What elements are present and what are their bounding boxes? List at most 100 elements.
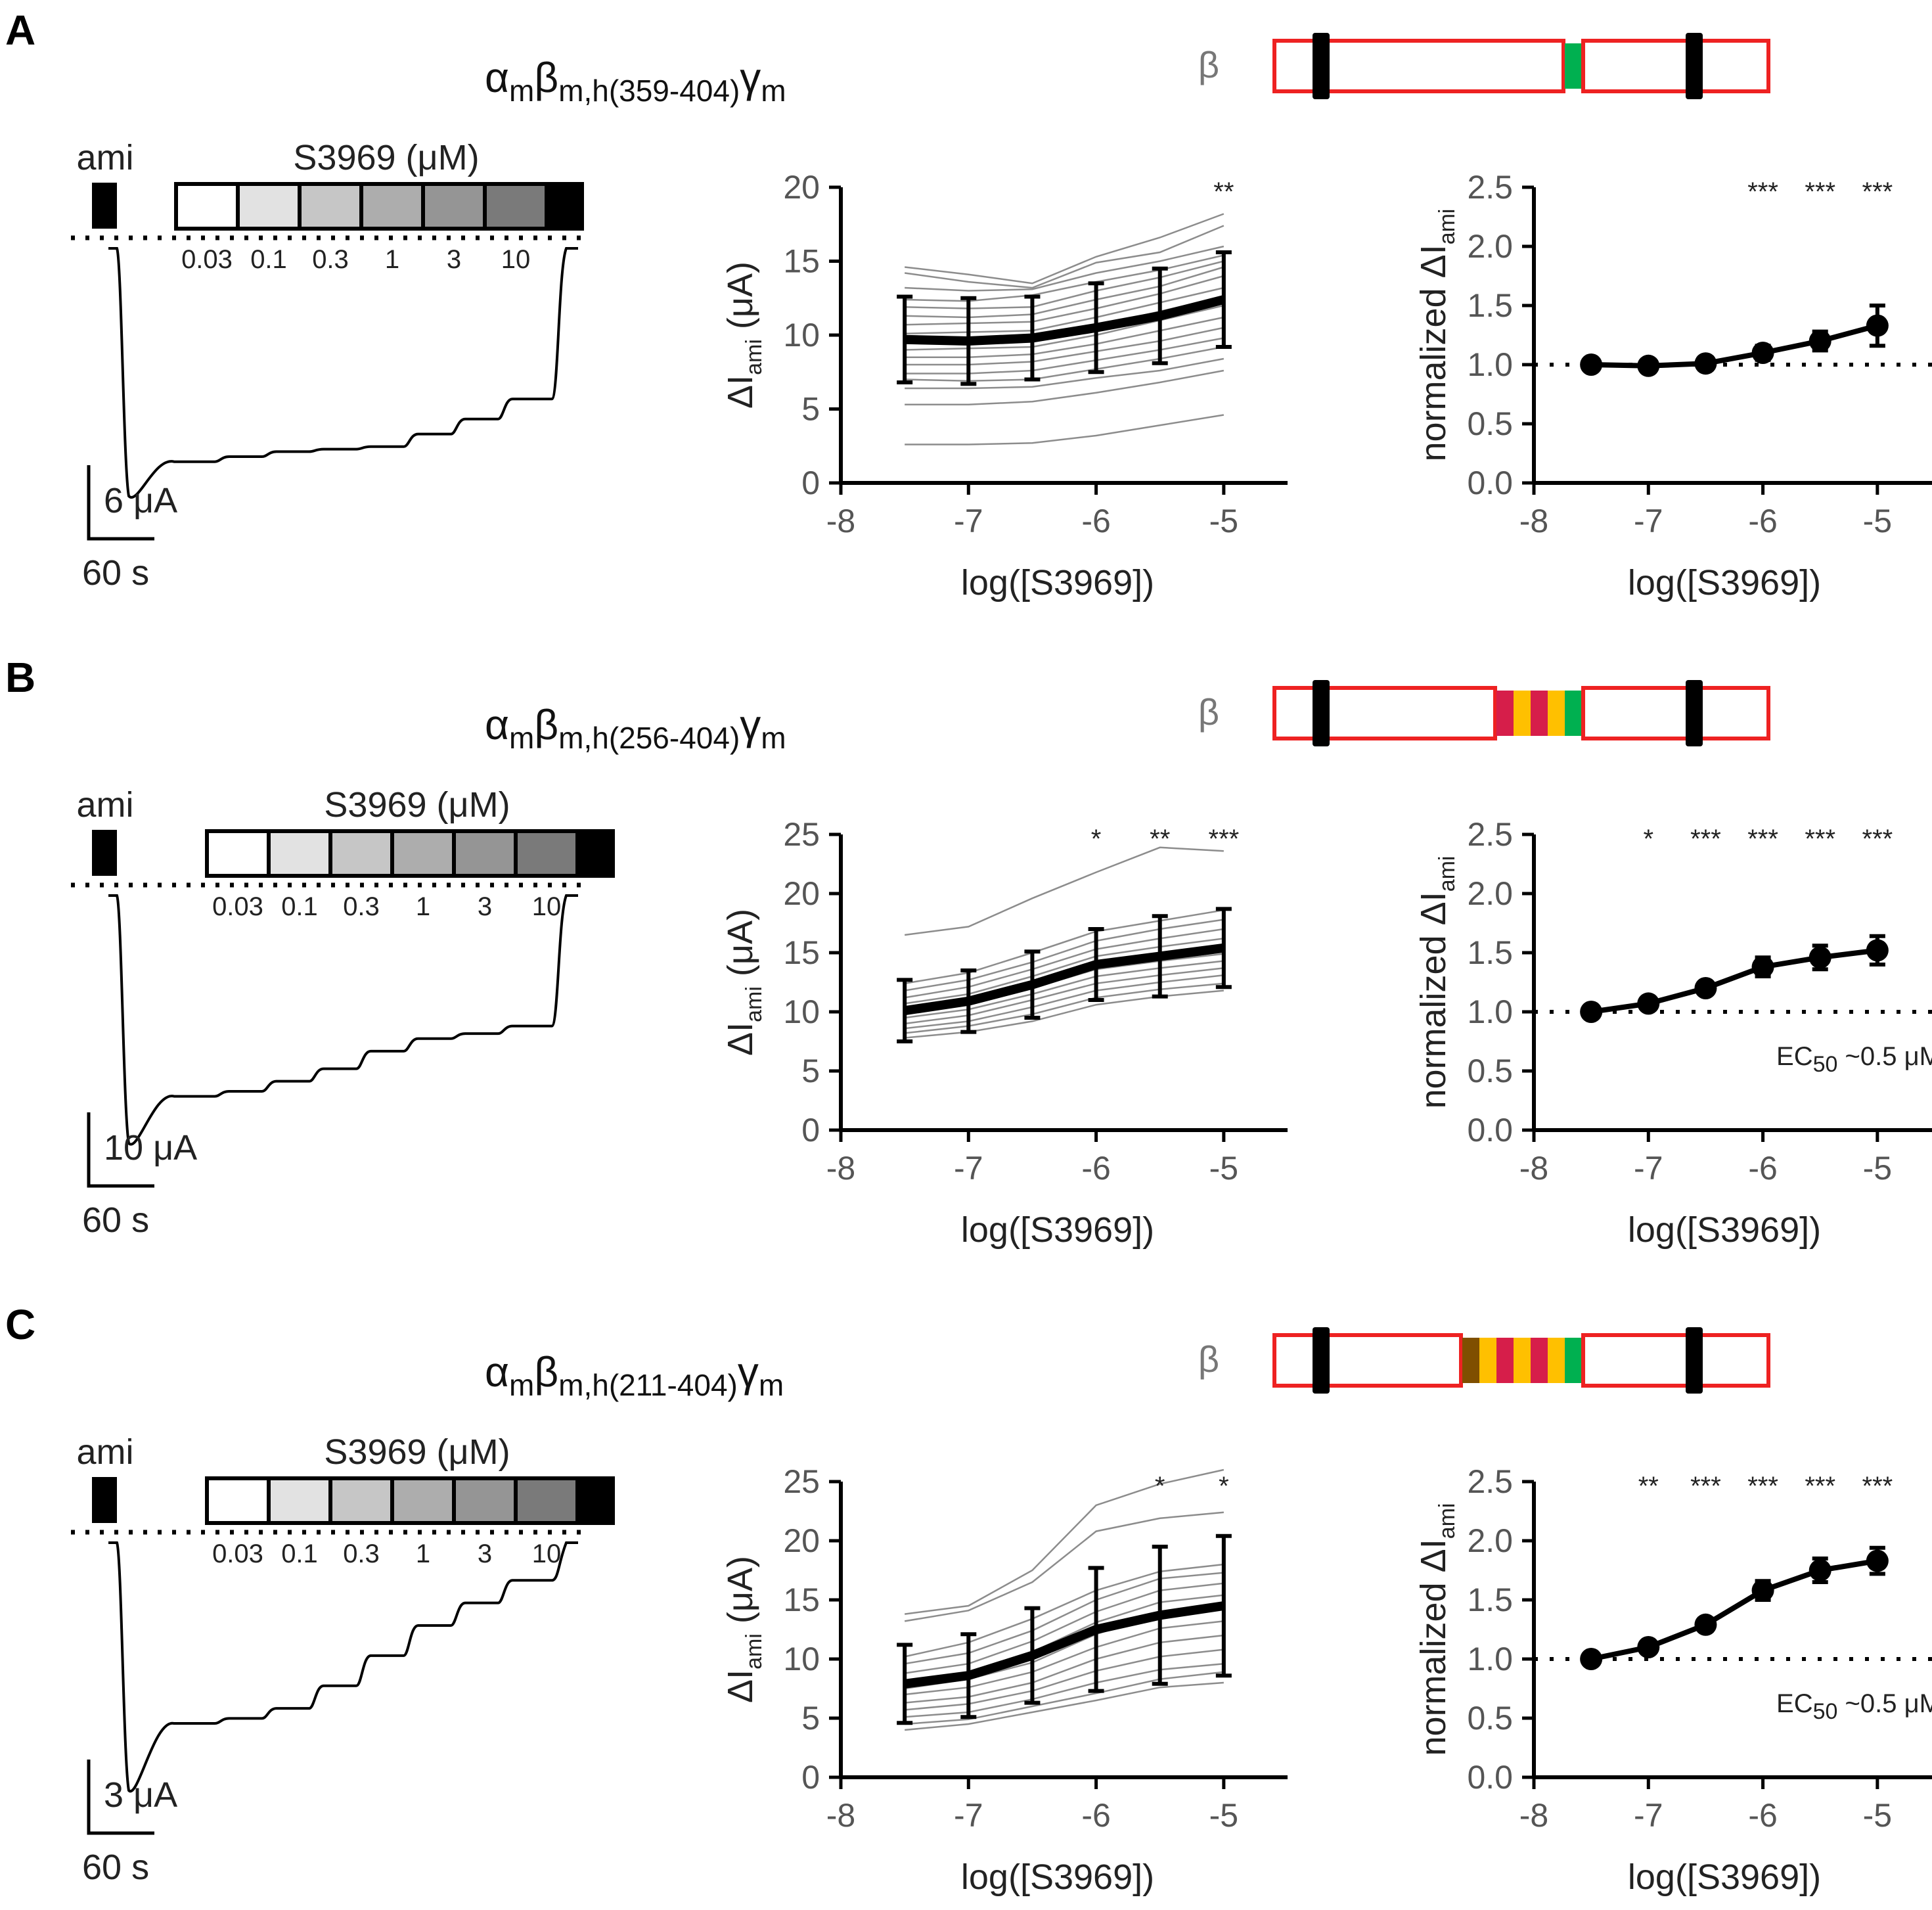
beta-construct-diagram: β [1198, 1327, 1770, 1394]
construct-title: αmβm,h(256-404)γm [485, 701, 786, 755]
y-tick-label: 2.0 [1467, 875, 1513, 912]
significance-marker: *** [1690, 1472, 1721, 1501]
individual-series-line [905, 1620, 1224, 1696]
individual-series-line [904, 919, 1224, 991]
x-tick-label: -5 [1209, 1150, 1238, 1187]
s3969-label: S3969 (μM) [324, 1432, 510, 1472]
x-axis-label: log([S3969]) [1628, 563, 1821, 603]
mean-line [1591, 323, 1878, 369]
mean-point [1637, 354, 1660, 377]
individual-series-line [904, 1468, 1224, 1615]
concentration-box [236, 182, 302, 231]
x-tick-label: -8 [826, 1150, 855, 1187]
individual-series-line [905, 974, 1224, 1030]
concentration-box [452, 829, 518, 878]
individual-series-line [904, 960, 1224, 1019]
individual-series-line [905, 982, 1224, 1034]
scale-current-label: 6 μA [104, 481, 177, 520]
extracellular-domain-right [1581, 1333, 1770, 1388]
concentration-label: 3 [447, 245, 461, 274]
individual-series-line [904, 1572, 1224, 1665]
y-tick-label: 0.0 [1467, 1112, 1513, 1148]
x-tick-label: -5 [1209, 1797, 1238, 1834]
panel-label: A [5, 7, 35, 54]
y-tick-label: 15 [783, 1581, 820, 1618]
x-tick-label: -6 [1748, 1797, 1777, 1834]
x-axis-label: log([S3969]) [961, 1210, 1154, 1250]
y-tick-label: 0.0 [1467, 465, 1513, 501]
y-tick-label: 10 [783, 317, 820, 353]
human-insert-segment [1496, 691, 1514, 736]
individual-series-line [905, 346, 1224, 382]
individual-series-line [905, 1681, 1224, 1731]
human-insert-segment [1479, 1338, 1496, 1383]
significance-marker: * [1091, 825, 1102, 853]
mean-point [1751, 1579, 1774, 1602]
y-tick-label: 20 [783, 875, 820, 912]
mean-point [1808, 330, 1831, 352]
y-tick-label: 5 [801, 1700, 820, 1737]
mean-point [1580, 1001, 1603, 1023]
chart-normalized: -8 -7 -6 -5 0.0 0.5 1.0 1.5 2.0 2.5 log([S3969]) no… [1414, 169, 1932, 603]
x-axis-label: log([S3969]) [1628, 1210, 1821, 1250]
x-axis-label: log([S3969]) [1628, 1857, 1821, 1897]
y-tick-label: 0 [801, 1112, 820, 1148]
mean-line [1590, 1558, 1878, 1662]
current-trace-panel: ami S3969 (μM) 0.03 0.1 0.3 1 3 10 3 μA 60 s [71, 1432, 615, 1887]
individual-series-line [905, 266, 1224, 319]
individual-series-line [904, 1563, 1224, 1658]
individual-series-line [905, 989, 1224, 1039]
concentration-label: 0.03 [181, 245, 233, 274]
x-tick-label: -5 [1863, 1150, 1892, 1187]
concentration-label: 0.1 [281, 892, 318, 921]
x-tick-label: -7 [954, 503, 983, 539]
y-tick-label: 20 [783, 169, 820, 206]
individual-series-line [905, 337, 1224, 375]
beta-construct-diagram: β [1198, 680, 1770, 746]
x-tick-label: -7 [1634, 1150, 1663, 1187]
y-tick-label: 2.5 [1467, 169, 1513, 206]
individual-series-line [905, 316, 1224, 358]
human-insert-segment [1462, 1338, 1479, 1383]
human-insert-segment [1565, 1338, 1582, 1383]
x-tick-label: -8 [1519, 1150, 1548, 1187]
concentration-box [390, 1476, 456, 1525]
human-insert-segment [1548, 691, 1565, 736]
y-tick-label: 20 [783, 1522, 820, 1559]
mean-point [1637, 1636, 1660, 1658]
x-tick-label: -7 [954, 1150, 983, 1187]
mean-point [1694, 1613, 1717, 1636]
current-trace-panel: ami S3969 (μM) 0.03 0.1 0.3 1 3 10 6 μA 60 s [71, 138, 584, 593]
individual-series-line [905, 1671, 1224, 1725]
chart-delta-current: -8 -7 -6 -5 0 5 10 15 20 25 log([S3969]) ΔIami (μA)… [721, 816, 1288, 1250]
y-tick-label: 10 [783, 1641, 820, 1677]
extracellular-domain-left [1272, 686, 1497, 740]
y-tick-label: 0 [801, 1759, 820, 1796]
individual-series-line [904, 846, 1224, 936]
x-tick-label: -7 [954, 1797, 983, 1834]
y-tick-label: 5 [801, 391, 820, 428]
significance-marker: *** [1805, 177, 1835, 206]
individual-series-line [904, 213, 1224, 284]
mean-point [1866, 939, 1889, 962]
significance-marker: *** [1747, 177, 1778, 206]
individual-series-line [904, 928, 1224, 999]
x-tick-label: -5 [1209, 503, 1238, 539]
s3969-label: S3969 (μM) [293, 138, 479, 177]
human-insert-segment [1565, 43, 1582, 89]
concentration-label: 1 [385, 245, 399, 274]
mean-line [904, 943, 1224, 1016]
individual-series-line [905, 1649, 1224, 1711]
concentration-box [328, 829, 394, 878]
current-trace-panel: ami S3969 (μM) 0.03 0.1 0.3 1 3 10 10 μA 60 s [71, 785, 615, 1240]
mean-point [1694, 977, 1717, 999]
individual-series-line [905, 1634, 1224, 1704]
y-tick-label: 2.5 [1467, 816, 1513, 853]
scale-bar [87, 1112, 154, 1188]
ami-application-bar [92, 1477, 117, 1523]
human-insert-segment [1531, 691, 1548, 736]
y-axis-label: normalized ΔIami [1414, 856, 1460, 1109]
